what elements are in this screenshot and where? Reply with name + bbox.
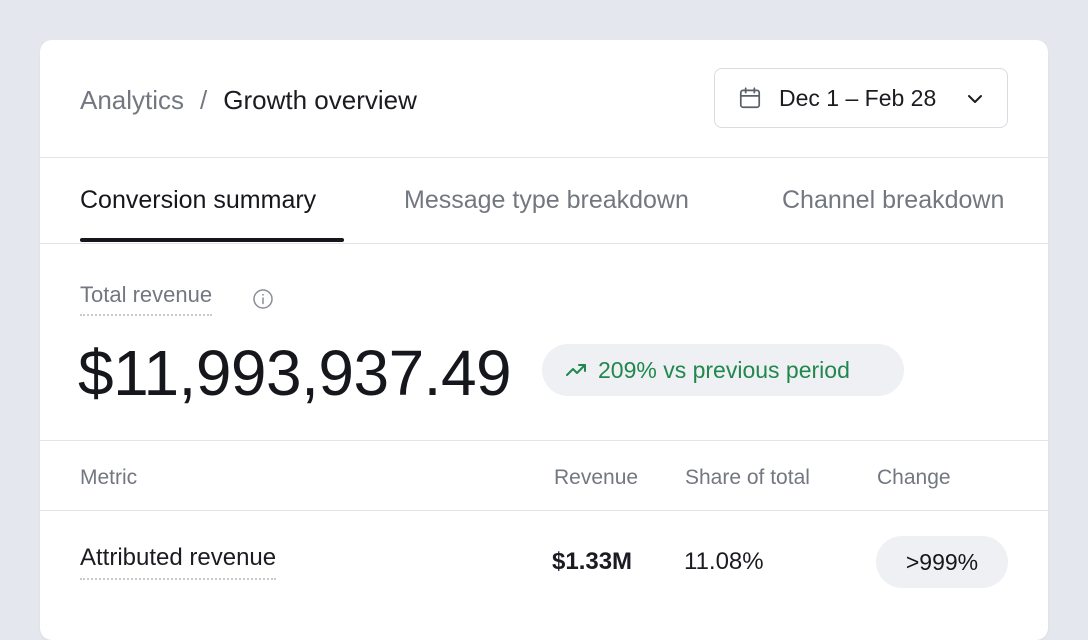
column-header-share: Share of total: [685, 466, 810, 489]
total-revenue-label[interactable]: Total revenue: [80, 282, 213, 316]
calendar-icon: [739, 87, 761, 109]
table-cell-metric[interactable]: Attributed revenue: [80, 544, 277, 580]
chevron-down-icon: [968, 95, 982, 103]
section-divider: [40, 440, 1048, 441]
growth-overview-card: Analytics / Growth overview Dec 1 – Feb …: [40, 40, 1048, 640]
trending-up-icon: [566, 364, 586, 376]
change-badge: >999%: [876, 536, 1008, 588]
page-header: Analytics / Growth overview Dec 1 – Feb …: [40, 40, 1048, 158]
tab-bar: Conversion summary Message type breakdow…: [40, 158, 1048, 244]
column-header-metric: Metric: [80, 466, 138, 489]
trend-badge: 209% vs previous period: [542, 344, 904, 396]
tab-channel-breakdown[interactable]: Channel breakdown: [782, 186, 1005, 214]
table-cell-share: 11.08%: [684, 548, 764, 575]
date-range-picker[interactable]: Dec 1 – Feb 28: [714, 68, 1008, 128]
breadcrumb: Analytics / Growth overview: [80, 82, 417, 118]
table-header-divider: [40, 510, 1048, 511]
trend-text: 209% vs previous period: [598, 356, 850, 383]
active-tab-indicator: [80, 238, 344, 242]
total-revenue-value: $11,993,937.49: [78, 337, 512, 409]
date-range-label: Dec 1 – Feb 28: [779, 84, 937, 111]
table-cell-revenue: $1.33M: [552, 548, 633, 575]
breadcrumb-analytics-link[interactable]: Analytics: [80, 84, 185, 115]
tab-conversion-summary[interactable]: Conversion summary: [80, 186, 317, 214]
tab-message-type-breakdown[interactable]: Message type breakdown: [404, 186, 689, 214]
column-header-change: Change: [877, 466, 951, 489]
column-header-revenue: Revenue: [554, 466, 639, 489]
breadcrumb-separator: /: [200, 84, 208, 115]
info-icon[interactable]: [252, 288, 274, 310]
page-title: Growth overview: [223, 84, 417, 115]
